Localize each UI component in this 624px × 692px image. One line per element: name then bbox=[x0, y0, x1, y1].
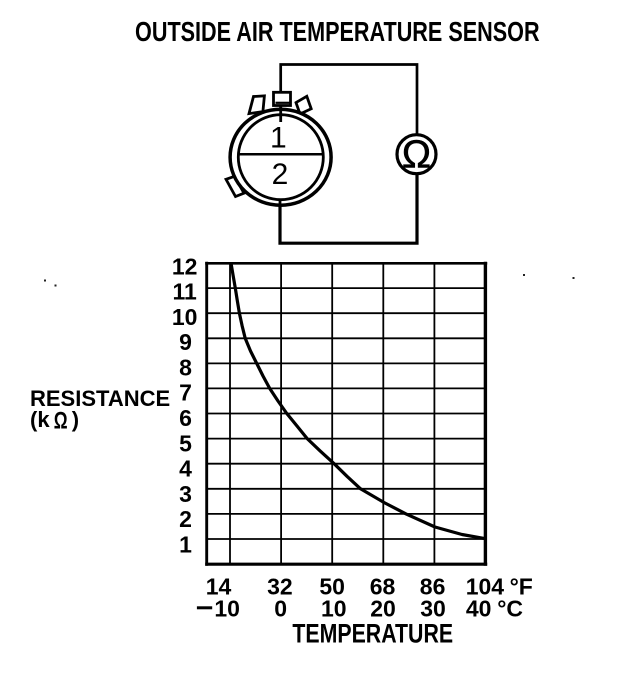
svg-text:68: 68 bbox=[370, 574, 396, 600]
svg-text:4: 4 bbox=[179, 456, 192, 482]
svg-text:1: 1 bbox=[179, 531, 192, 557]
svg-text:0: 0 bbox=[274, 596, 287, 622]
svg-text:Ω: Ω bbox=[402, 134, 431, 177]
svg-text:50: 50 bbox=[319, 574, 345, 600]
svg-text:5: 5 bbox=[179, 430, 192, 456]
svg-text:TEMPERATURE: TEMPERATURE bbox=[292, 619, 453, 649]
svg-text:°C: °C bbox=[497, 596, 523, 622]
svg-text:32: 32 bbox=[267, 574, 293, 600]
svg-text:3: 3 bbox=[179, 481, 192, 507]
svg-text:RESISTANCE: RESISTANCE bbox=[30, 386, 170, 411]
svg-text:2: 2 bbox=[272, 158, 289, 191]
svg-text:10: 10 bbox=[172, 304, 198, 330]
svg-text:(k: (k bbox=[30, 407, 50, 432]
svg-text:14: 14 bbox=[206, 574, 232, 600]
svg-text:12: 12 bbox=[172, 253, 198, 279]
svg-text:11: 11 bbox=[173, 279, 198, 305]
svg-text:9: 9 bbox=[179, 329, 192, 355]
svg-text:7: 7 bbox=[179, 380, 192, 406]
svg-text:10: 10 bbox=[321, 596, 347, 622]
svg-text:40: 40 bbox=[466, 596, 492, 622]
svg-text:30: 30 bbox=[420, 596, 446, 622]
svg-text:86: 86 bbox=[420, 574, 446, 600]
svg-text:8: 8 bbox=[179, 355, 192, 381]
svg-text:1: 1 bbox=[270, 121, 287, 154]
svg-text:20: 20 bbox=[370, 596, 396, 622]
svg-text:OUTSIDE AIR TEMPERATURE SENSOR: OUTSIDE AIR TEMPERATURE SENSOR bbox=[135, 16, 540, 47]
svg-text:Ω: Ω bbox=[54, 408, 68, 434]
svg-text:): ) bbox=[72, 407, 79, 432]
svg-text:104: 104 bbox=[466, 574, 505, 600]
svg-text:6: 6 bbox=[179, 405, 192, 431]
svg-text:2: 2 bbox=[179, 506, 192, 532]
svg-text:10: 10 bbox=[214, 596, 240, 622]
svg-text:°F: °F bbox=[510, 574, 533, 600]
